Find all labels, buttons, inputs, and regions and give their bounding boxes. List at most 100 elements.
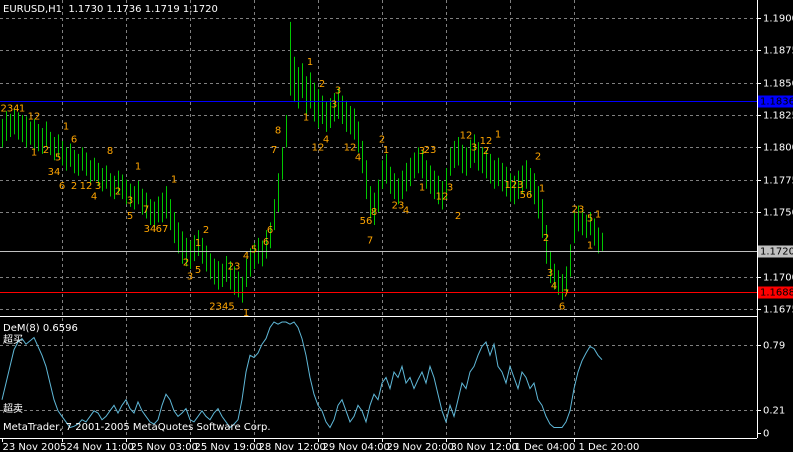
annotation: 1 [595,210,601,221]
annotation: 1 [419,182,425,193]
annotation: 4 [355,153,361,164]
y-tick-label: 1.1900 [763,14,793,25]
annotation: 6 [59,181,65,192]
annotation: 12 [344,142,357,153]
annotation: 3 [95,181,101,192]
annotation: 2345 [209,301,234,312]
annotation: 2 [455,211,461,222]
annotation: 56 [360,216,373,227]
annotation: 23 [228,261,241,272]
annotation: 1 [135,162,141,173]
marks [0,21,757,429]
annotation: 3 [419,146,425,157]
annotation: 8 [371,207,377,218]
chart-title: EURUSD,H1 1.1730 1.1736 1.1719 1.1720 [3,4,218,15]
annotation: 23 [392,201,405,212]
level-label: 1.1836 [760,97,793,108]
annotation: 5 [587,213,593,224]
x-tick-label: 29 Nov 20:00 [387,442,454,452]
x-tick-label: 30 Nov 12:00 [451,442,518,452]
annotation: 1 [587,241,593,252]
annotation: 2 [203,225,209,236]
annotation: 1 [303,113,309,124]
annotation: 7 [563,289,569,300]
y-tick-label: 1.1800 [763,143,793,154]
indicator-tick-label: 0 [763,429,769,440]
annotation: 7 [367,235,373,246]
level-label: 1.1688 [760,288,793,299]
x-tick-label: 23 Nov 2005 [3,442,67,452]
x-tick-label: 1 Dec 04:00 [515,442,576,452]
annotation: 1 [63,122,69,133]
annotation: 12 [436,192,449,203]
annotation: 1 [171,175,177,186]
x-tick-label: 25 Nov 03:00 [131,442,198,452]
annotation: 2 [319,79,325,90]
x-tick-label: 24 Nov 11:00 [67,442,134,452]
annotation: 2 [543,233,549,244]
y-tick-label: 1.1750 [763,208,793,219]
annotation: 23 [424,145,437,156]
annotation: 2 [483,146,489,157]
annotation: 1 [307,57,313,68]
annotation: 8 [275,126,281,137]
y-tick-label: 1.1675 [763,305,793,316]
annotation: 1 [195,238,201,249]
annotation: 5 [195,265,201,276]
indicator-tick-label: 0.21 [763,406,785,417]
x-tick-label: 29 Nov 04:00 [323,442,390,452]
annotation: 1 [495,129,501,140]
indicator-tick-label: 0.79 [763,341,785,352]
annotation: 4 [551,281,557,292]
annotation: 5 [127,211,133,222]
annotation: 7 [271,145,277,156]
annotation: 123 [504,180,523,191]
annotation: 6 [263,237,269,248]
annotation: 12 [312,142,325,153]
annotation: 23 [572,204,585,215]
annotation: 5 [251,245,257,256]
annotation: 12 [480,136,493,147]
annotation: 3 [447,182,453,193]
indicator-title: DeM(8) 0.6596 [3,323,78,334]
level-label: 1.1720 [760,247,793,258]
annotation: 234 [0,104,19,115]
annotation: 3 [335,85,341,96]
annotation: 12 [460,131,473,142]
annotation: 34 [48,167,61,178]
annotation: 2 [43,145,49,156]
x-tick-label: 25 Nov 19:00 [195,442,262,452]
annotation: 8 [107,146,113,157]
annotation: 3 [127,195,133,206]
annotation: 4 [403,206,409,217]
annotation: 6 [267,225,273,236]
annotation: 6 [71,135,77,146]
y-tick-label: 1.1875 [763,46,793,57]
annotation: 2 [71,181,77,192]
annotation: 56 [520,190,533,201]
annotation: 1 [383,145,389,156]
annotation: 1 [539,184,545,195]
y-tick-label: 1.1700 [763,273,793,284]
annotation: 4 [91,192,97,203]
x-tick-label: 1 Dec 20:00 [579,442,640,452]
level-label-box [758,286,793,299]
annotation: 12 [28,111,41,122]
annotation: 2 [379,135,385,146]
level-label-box [758,245,793,258]
oversold-label: 超卖 [3,402,23,415]
annotation: 3 [187,272,193,283]
indicator-line [1,321,603,429]
annotation: 3 [331,100,337,111]
annotation: 4 [323,135,329,146]
annotation: 2 [183,257,189,268]
annotation: 5 [55,153,61,164]
annotation: 3 [471,142,477,153]
y-tick-label: 1.1825 [763,111,793,122]
annotation: 34 [144,224,157,235]
x-tick-label: 28 Nov 12:00 [259,442,326,452]
y-tick-label: 1.1775 [763,176,793,187]
